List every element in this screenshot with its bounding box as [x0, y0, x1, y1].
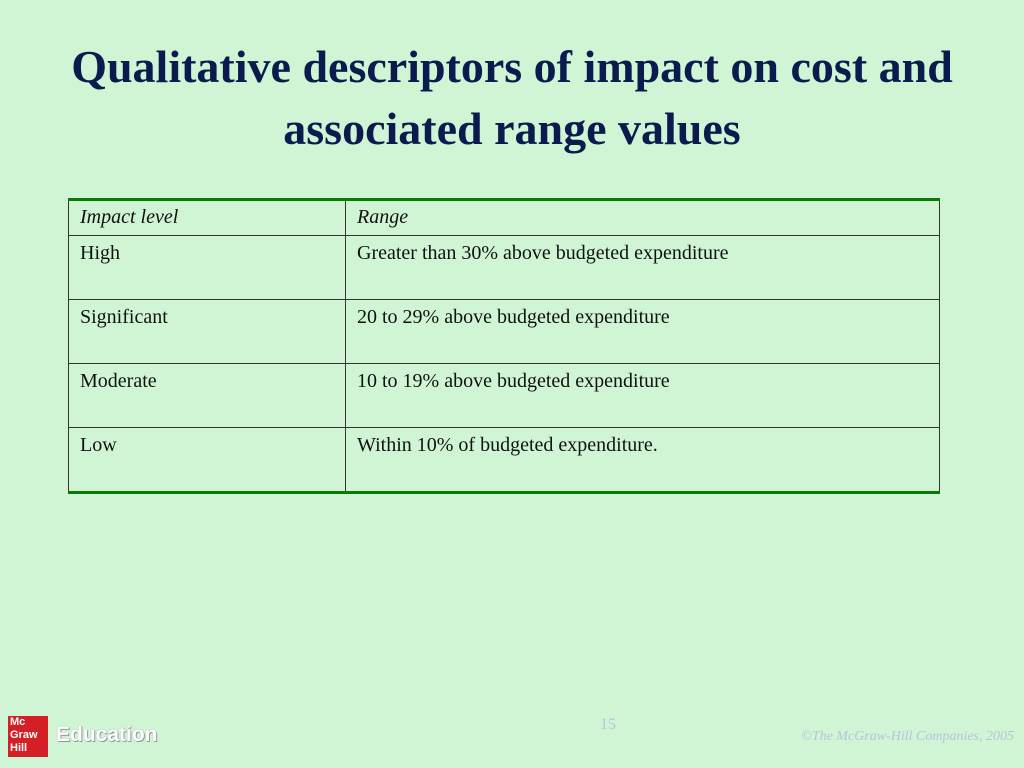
copyright: ©The McGraw-Hill Companies, 2005 — [801, 729, 1014, 744]
logo: Mc Graw Hill — [8, 716, 48, 757]
header-row: Impact level Range — [68, 198, 940, 236]
logo-line: Graw — [10, 729, 38, 741]
table-cell: Greater than 30% above budgeted expendit… — [345, 235, 940, 300]
logo-line: Hill — [10, 742, 28, 754]
brand: Education — [56, 723, 158, 746]
table-cell: Significant — [68, 299, 346, 364]
slide-title: Qualitative descriptors of impact on cos… — [71, 41, 953, 154]
table-cell: High — [68, 235, 346, 300]
table-cell: Within 10% of budgeted expenditure. — [345, 427, 940, 494]
table-cell: Moderate — [68, 363, 346, 428]
table-cell: 10 to 19% above budgeted expenditure — [345, 363, 940, 428]
header-cell: Impact level — [68, 198, 346, 236]
table-row: Low Within 10% of budgeted expenditure. — [68, 427, 940, 494]
table-row: High Greater than 30% above budgeted expe… — [68, 235, 940, 300]
impact-table: Impact level Range High Greater than 30% … — [68, 198, 940, 494]
table-cell: Low — [68, 427, 346, 494]
logo-line: Mc — [10, 716, 26, 728]
page-number: 15 — [600, 716, 616, 733]
table-row: Moderate 10 to 19% above budgeted expendi… — [68, 363, 940, 428]
table-row: Significant 20 to 29% above budgeted expe… — [68, 299, 940, 364]
header-cell: Range — [345, 198, 940, 236]
table-cell: 20 to 29% above budgeted expenditure — [345, 299, 940, 364]
